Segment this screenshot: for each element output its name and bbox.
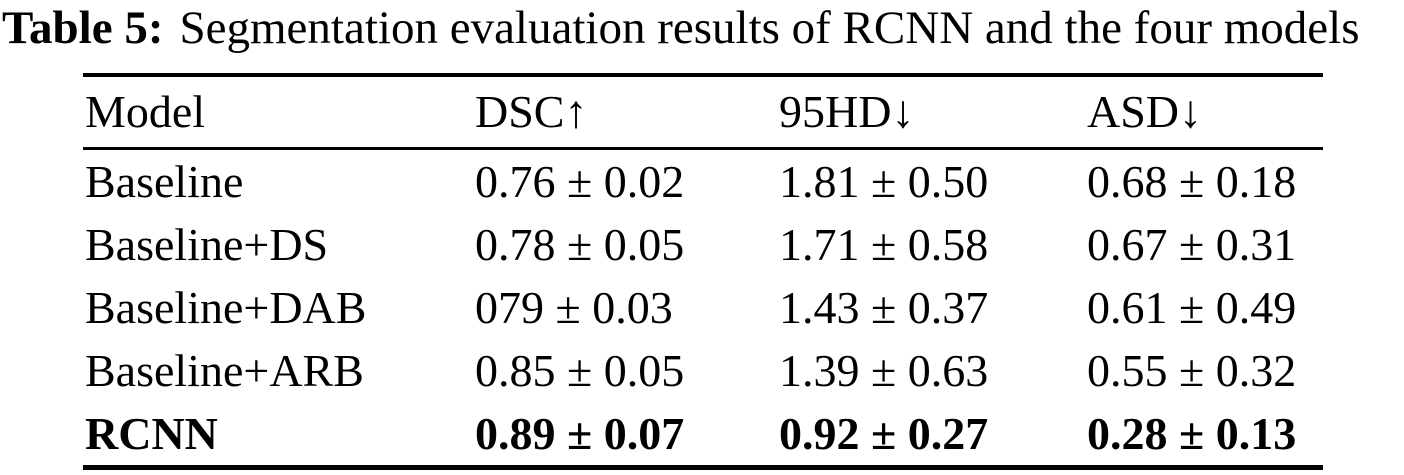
95hd-value-cell: 1.71 ± 0.58 xyxy=(779,218,989,270)
column-header-model: Model xyxy=(85,86,206,137)
dsc-value-cell: 0.76 ± 0.02 xyxy=(475,155,685,207)
table-header-row: Model DSC↑ 95HD↓ ASD↓ xyxy=(83,77,1323,147)
asd-value-cell: 0.68 ± 0.18 xyxy=(1087,155,1297,207)
model-name-cell: Baseline+DAB xyxy=(85,281,367,333)
table-top-rule xyxy=(83,73,1323,77)
table-row: Baseline 0.76 ± 0.02 1.81 ± 0.50 0.68 ± … xyxy=(83,150,1323,213)
model-name-cell: RCNN xyxy=(85,407,218,459)
table-row-rcnn-best: RCNN 0.89 ± 0.07 0.92 ± 0.27 0.28 ± 0.13 xyxy=(83,402,1323,465)
dsc-value-cell: 0.89 ± 0.07 xyxy=(475,407,685,459)
table-caption-label: Table 5: xyxy=(2,2,164,54)
95hd-value-cell: 1.43 ± 0.37 xyxy=(779,281,989,333)
asd-value-cell: 0.28 ± 0.13 xyxy=(1087,407,1297,459)
table-bottom-rule xyxy=(83,465,1323,470)
table-caption-text: Segmentation evaluation results of RCNN … xyxy=(179,2,1360,54)
95hd-value-cell: 0.92 ± 0.27 xyxy=(779,407,989,459)
table-caption: Table 5: Segmentation evaluation results … xyxy=(2,0,1360,56)
asd-value-cell: 0.61 ± 0.49 xyxy=(1087,281,1297,333)
95hd-value-cell: 1.39 ± 0.63 xyxy=(779,344,989,396)
model-name-cell: Baseline+ARB xyxy=(85,344,364,396)
95hd-value-cell: 1.81 ± 0.50 xyxy=(779,155,989,207)
asd-value-cell: 0.67 ± 0.31 xyxy=(1087,218,1297,270)
results-table: Model DSC↑ 95HD↓ ASD↓ Baseline 0.76 ± 0.… xyxy=(83,73,1323,470)
dsc-value-cell: 079 ± 0.03 xyxy=(475,281,673,333)
table-row: Baseline+DS 0.78 ± 0.05 1.71 ± 0.58 0.67… xyxy=(83,213,1323,276)
dsc-value-cell: 0.85 ± 0.05 xyxy=(475,344,685,396)
model-name-cell: Baseline xyxy=(85,155,244,207)
asd-value-cell: 0.55 ± 0.32 xyxy=(1087,344,1297,396)
table-header-rule xyxy=(83,147,1323,150)
column-header-dsc: DSC↑ xyxy=(475,86,588,137)
table-row: Baseline+DAB 079 ± 0.03 1.43 ± 0.37 0.61… xyxy=(83,276,1323,339)
table-row: Baseline+ARB 0.85 ± 0.05 1.39 ± 0.63 0.5… xyxy=(83,339,1323,402)
column-header-95hd: 95HD↓ xyxy=(779,86,915,137)
column-header-asd: ASD↓ xyxy=(1087,86,1203,137)
model-name-cell: Baseline+DS xyxy=(85,218,329,270)
dsc-value-cell: 0.78 ± 0.05 xyxy=(475,218,685,270)
